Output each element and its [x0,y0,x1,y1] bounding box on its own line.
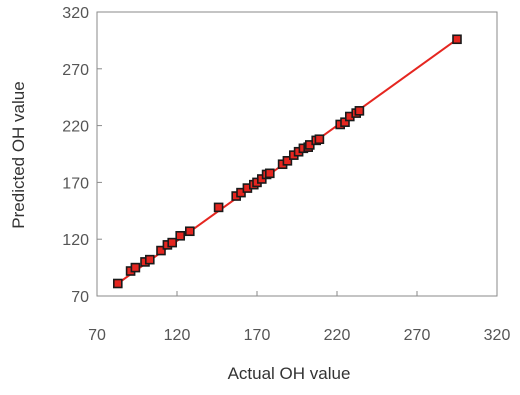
y-axis-title: Predicted OH value [9,81,28,228]
data-point [282,156,293,166]
data-point [185,226,195,237]
axes-frame [96,11,498,297]
data-point [213,202,224,213]
x-tick-label: 270 [404,327,431,344]
x-tick-label: 170 [244,327,271,344]
y-tick-label: 120 [62,232,89,249]
x-axis-title: Actual OH value [228,364,351,383]
data-points [113,34,462,289]
x-tick-label: 320 [484,327,511,344]
data-point [264,168,275,179]
data-point [354,106,365,116]
data-point [145,254,155,265]
y-tick-label: 270 [62,62,89,79]
data-point [175,230,185,241]
data-point [113,278,123,289]
data-point [156,245,166,256]
x-tick-label: 220 [324,327,351,344]
data-point [167,237,177,248]
y-tick-label: 220 [62,119,89,136]
data-point [314,134,325,145]
x-tick-label: 70 [88,327,106,344]
tick-marks [96,11,498,297]
y-tick-label: 170 [62,175,89,192]
x-tick-label: 120 [164,327,191,344]
tick-labels: 70 120 170 220 270 320 70 120 170 220 270 320 [62,5,510,344]
plot-border [96,11,498,297]
y-tick-label: 320 [62,5,89,22]
data-point [130,262,141,273]
data-point [452,34,462,45]
y-tick-label: 70 [71,289,89,306]
